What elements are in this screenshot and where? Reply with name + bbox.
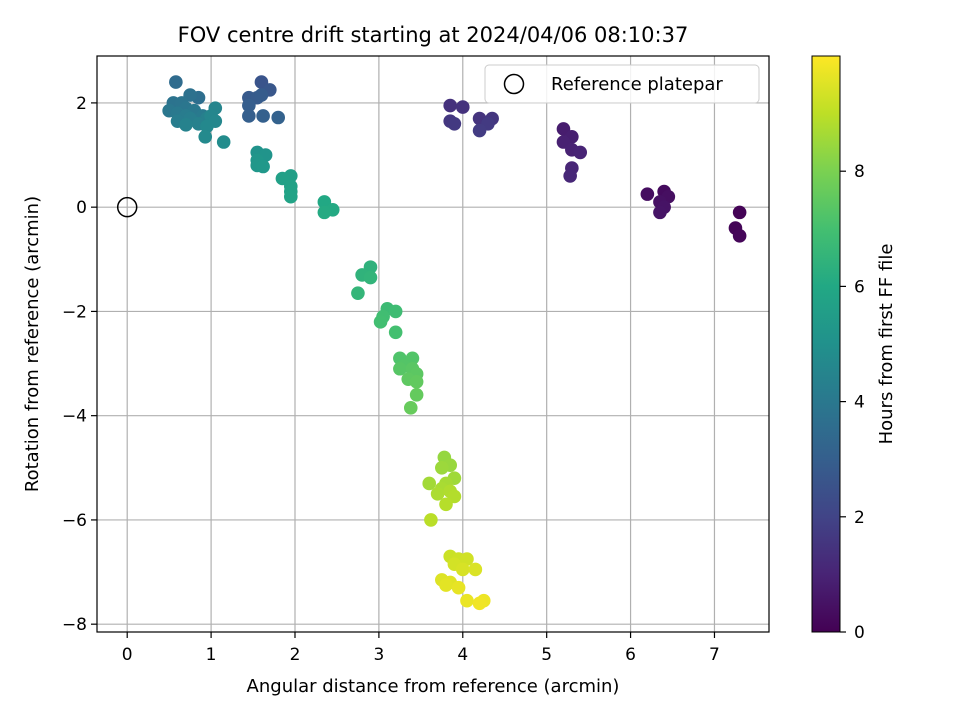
scatter-point bbox=[403, 401, 418, 415]
scatter-point bbox=[409, 388, 424, 402]
scatter-point bbox=[254, 88, 269, 102]
scatter-point bbox=[422, 476, 437, 491]
scatter-point bbox=[468, 562, 483, 577]
scatter-point bbox=[732, 205, 747, 220]
scatter-point bbox=[169, 75, 183, 89]
y-axis-label: Rotation from reference (arcmin) bbox=[22, 196, 43, 492]
scatter-point bbox=[388, 304, 403, 319]
scatter-point bbox=[455, 562, 470, 577]
scatter-point bbox=[200, 119, 214, 134]
scatter-point bbox=[351, 286, 365, 300]
x-tick-label: 1 bbox=[206, 645, 217, 665]
x-tick-label: 6 bbox=[625, 645, 636, 665]
colorbar-tick-label: 8 bbox=[854, 162, 865, 182]
data-points bbox=[162, 75, 747, 611]
x-tick-label: 7 bbox=[709, 645, 720, 665]
scatter-point bbox=[430, 487, 445, 501]
grid bbox=[97, 56, 769, 632]
scatter-point bbox=[439, 497, 453, 512]
scatter-point bbox=[472, 596, 487, 611]
x-tick-label: 5 bbox=[541, 645, 552, 665]
scatter-point bbox=[435, 461, 449, 475]
colorbar-gradient bbox=[811, 55, 841, 633]
x-tick-label: 4 bbox=[457, 645, 468, 665]
scatter-point bbox=[179, 118, 193, 132]
scatter-point bbox=[460, 552, 474, 566]
colorbar-tick-label: 2 bbox=[854, 508, 865, 528]
colorbar-tick-label: 4 bbox=[854, 393, 865, 413]
x-tick-label: 3 bbox=[373, 645, 384, 665]
plot-frame bbox=[96, 55, 770, 633]
scatter-point bbox=[363, 270, 378, 285]
scatter-point bbox=[451, 580, 466, 595]
scatter-point bbox=[283, 189, 298, 204]
scatter-point bbox=[573, 145, 588, 160]
legend-box bbox=[484, 64, 760, 104]
scatter-point bbox=[216, 135, 231, 149]
y-tick-label: −2 bbox=[62, 302, 87, 322]
y-tick-label: 0 bbox=[76, 198, 87, 218]
reference-platepar-marker bbox=[116, 196, 138, 218]
x-axis-label: Angular distance from reference (arcmin) bbox=[247, 676, 620, 697]
scatter-point bbox=[447, 116, 462, 131]
colorbar-tick-label: 6 bbox=[854, 277, 865, 297]
scatter-point bbox=[472, 123, 487, 138]
y-tick-label: 2 bbox=[76, 94, 87, 114]
x-axis-ticks: 0 1 2 3 4 5 6 7 bbox=[122, 632, 720, 665]
chart-title: FOV centre drift starting at 2024/04/06 … bbox=[178, 23, 689, 47]
scatter-point bbox=[256, 109, 270, 123]
colorbar-label: Hours from first FF file bbox=[876, 244, 897, 445]
scatter-point bbox=[732, 229, 747, 243]
scatter-point bbox=[271, 110, 286, 125]
scatter-point bbox=[373, 315, 388, 329]
scatter-point bbox=[198, 129, 213, 144]
y-axis-ticks: −8 −6 −4 −2 0 2 bbox=[62, 94, 97, 635]
x-tick-label: 0 bbox=[122, 645, 133, 665]
legend-entry-reference-platepar: Reference platepar bbox=[551, 74, 723, 95]
scatter-point bbox=[409, 374, 424, 389]
legend-marker-icon bbox=[503, 73, 525, 95]
scatter-point bbox=[242, 109, 256, 123]
x-tick-label: 2 bbox=[290, 645, 301, 665]
colorbar-tick-label: 0 bbox=[854, 623, 865, 643]
scatter-point bbox=[640, 187, 655, 201]
scatter-point bbox=[393, 361, 407, 376]
scatter-point bbox=[563, 169, 577, 183]
scatter-point bbox=[388, 325, 403, 340]
scatter-point bbox=[460, 593, 474, 608]
scatter-point bbox=[424, 513, 438, 527]
scatter-point bbox=[256, 159, 270, 174]
scatter-point bbox=[317, 205, 332, 220]
scatter-point bbox=[443, 98, 457, 113]
scatter-point bbox=[653, 205, 667, 220]
colorbar-ticks: 0 2 4 6 8 bbox=[840, 162, 865, 643]
colorbar: 0 2 4 6 8 Hours from first FF file bbox=[811, 55, 897, 643]
y-tick-label: −4 bbox=[62, 407, 87, 427]
scatter-point bbox=[242, 98, 256, 113]
y-tick-label: −6 bbox=[62, 511, 87, 531]
legend: Reference platepar bbox=[484, 64, 760, 104]
scatter-point bbox=[455, 100, 470, 114]
scatter-point bbox=[439, 578, 453, 592]
y-tick-label: −8 bbox=[62, 615, 87, 635]
